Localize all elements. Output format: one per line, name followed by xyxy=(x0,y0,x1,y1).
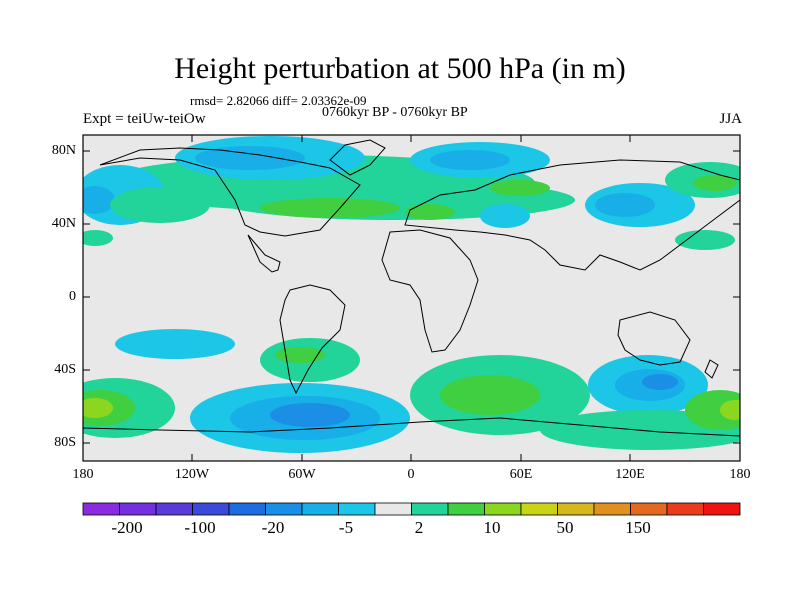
lon-label-60e: 60E xyxy=(509,467,533,482)
rmsd-stats: rmsd= 2.82066 diff= 2.03362e-09 xyxy=(190,93,367,108)
lon-label-60w: 60W xyxy=(288,467,316,482)
colorbar-label: -20 xyxy=(261,518,285,537)
colorbar-swatch xyxy=(119,502,157,516)
colorbar-label: -5 xyxy=(338,518,354,537)
colorbar-swatch xyxy=(484,502,522,516)
colorbar-swatch xyxy=(155,502,193,516)
lon-label-120w: 120W xyxy=(174,467,210,482)
colorbar-swatch xyxy=(593,502,631,516)
lon-label-180e: 180 xyxy=(729,467,751,482)
colorbar-swatch xyxy=(338,502,376,516)
colorbar-swatch xyxy=(301,502,339,516)
colorbar-swatch xyxy=(192,502,230,516)
colorbar xyxy=(82,502,741,516)
colorbar-swatch xyxy=(557,502,595,516)
coastlines xyxy=(83,139,740,437)
lat-label-40n: 40N xyxy=(51,216,76,231)
colorbar-swatch xyxy=(374,502,412,516)
lat-label-80s: 80S xyxy=(54,435,76,450)
colorbar-label: 150 xyxy=(625,518,651,537)
colorbar-swatch xyxy=(411,502,449,516)
colorbar-label: 2 xyxy=(414,518,424,537)
colorbar-label: -200 xyxy=(111,518,143,537)
colorbar-swatch xyxy=(666,502,704,516)
lon-label-0: 0 xyxy=(407,467,415,482)
lon-label-120e: 120E xyxy=(615,467,645,482)
height-field xyxy=(83,136,740,453)
colorbar-label: 50 xyxy=(556,518,574,537)
lat-label-80n: 80N xyxy=(51,143,76,158)
season-label: JJA xyxy=(719,111,742,127)
colorbar-swatch xyxy=(630,502,668,516)
lon-label-180w: 180 xyxy=(72,467,94,482)
axis-ticks xyxy=(83,135,740,461)
colorbar-label: -100 xyxy=(184,518,216,537)
colorbar-swatch xyxy=(265,502,303,516)
experiment-label: Expt = teiUw-teiOw xyxy=(83,111,206,127)
colorbar-swatch xyxy=(703,502,741,516)
colorbar-swatch xyxy=(228,502,266,516)
lat-label-0: 0 xyxy=(69,289,76,304)
colorbar-swatch xyxy=(82,502,120,516)
colorbar-swatch xyxy=(520,502,558,516)
period-label: 0760kyr BP - 0760kyr BP xyxy=(322,105,468,120)
colorbar-swatch xyxy=(447,502,485,516)
plot-title: Height perturbation at 500 hPa (in m) xyxy=(174,52,626,85)
colorbar-label: 10 xyxy=(483,518,501,537)
lat-label-40s: 40S xyxy=(54,362,76,377)
